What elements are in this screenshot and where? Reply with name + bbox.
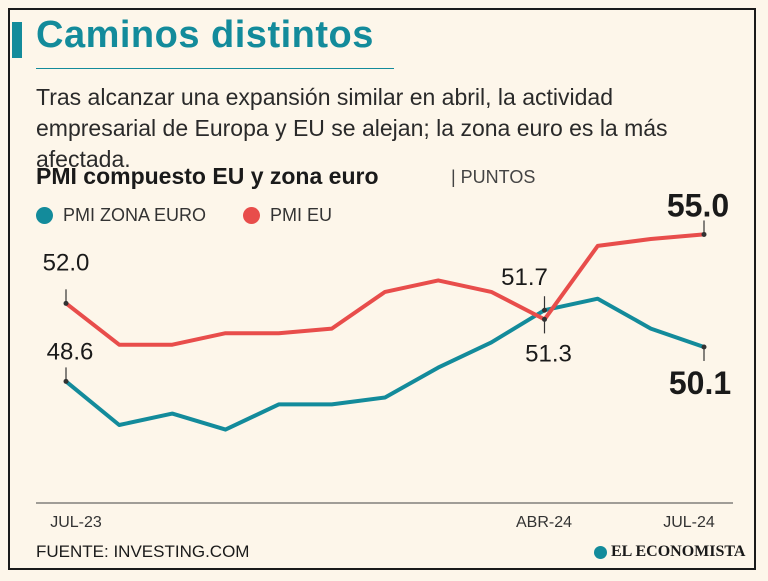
brand-logo: EL ECONOMISTA — [594, 543, 745, 561]
annotation-marker — [63, 300, 69, 306]
data-label: 52.0 — [43, 249, 90, 276]
chart-frame — [8, 8, 756, 570]
subtitle: Tras alcanzar una expansión similar en a… — [36, 84, 668, 172]
data-label: 50.1 — [669, 365, 731, 401]
annotation-marker — [701, 231, 707, 237]
annotation-marker — [63, 378, 69, 384]
legend-item-us: PMI EU — [243, 205, 332, 226]
title-accent-bar — [12, 22, 22, 58]
legend-us-label: PMI EU — [270, 205, 333, 225]
data-label: 51.3 — [525, 340, 572, 367]
data-label: 55.0 — [667, 187, 729, 223]
legend-item-euro: PMI ZONA EURO — [36, 205, 206, 226]
series-line-us — [64, 232, 706, 347]
x-tick-label: JUL-24 — [663, 514, 715, 531]
title-underline — [36, 68, 394, 69]
data-label: 48.6 — [47, 338, 94, 365]
chart-unit: | PUNTOS — [451, 167, 536, 187]
x-tick-label: ABR-24 — [516, 514, 572, 531]
source-note: FUENTE: INVESTING.COM — [36, 542, 250, 561]
data-label: 51.7 — [501, 264, 548, 291]
annotation-marker — [542, 316, 547, 322]
legend-euro-dot — [36, 207, 53, 224]
chart-title: PMI compuesto EU y zona euro — [36, 163, 379, 189]
annotation-marker — [701, 344, 707, 350]
brand-name: EL ECONOMISTA — [611, 543, 746, 560]
legend-euro-label: PMI ZONA EURO — [63, 205, 207, 225]
series-line-euro — [64, 296, 706, 432]
brand-icon — [594, 545, 607, 559]
x-tick-label: JUL-23 — [50, 514, 102, 531]
page-title: Caminos distintos — [36, 14, 374, 56]
annotation-marker — [542, 307, 547, 313]
legend-us-dot — [243, 207, 260, 224]
